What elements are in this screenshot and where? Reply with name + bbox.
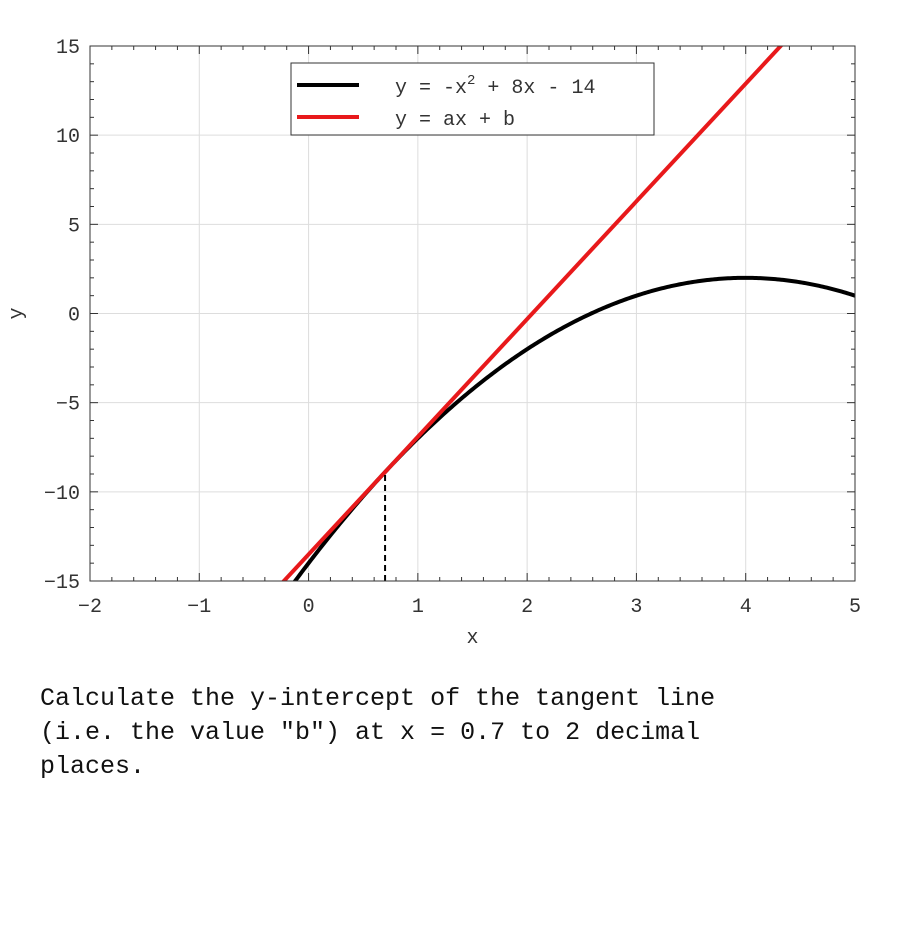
series-line-curve — [292, 275, 855, 581]
y-tick-label: −15 — [44, 572, 80, 595]
legend-box — [290, 62, 655, 136]
question-text: Calculate the y-intercept of the tangent… — [40, 684, 716, 781]
y-tick-label: 15 — [56, 37, 80, 60]
x-tick-label: 1 — [412, 596, 424, 619]
legend: y = -x2 + 8x - 14 y = ax + b — [290, 62, 655, 136]
x-tick-label: −2 — [78, 596, 102, 619]
y-tick-label: −10 — [44, 483, 80, 506]
x-tick-label: 0 — [303, 596, 315, 619]
y-tick-label: −5 — [56, 394, 80, 417]
x-tick-label: 2 — [521, 596, 533, 619]
series-layer — [281, 46, 855, 581]
y-axis-label: y — [6, 307, 29, 319]
x-tick-label: −1 — [187, 596, 211, 619]
y-tick-label: 5 — [68, 215, 80, 238]
legend-entry-label: y = ax + b — [395, 109, 515, 132]
y-tick-label: 0 — [68, 305, 80, 328]
plot-area-frame — [89, 45, 856, 582]
legend-entry-label: y = -x2 + 8x - 14 — [395, 73, 595, 100]
y-tick-label: 10 — [56, 126, 80, 149]
x-tick-label: 4 — [740, 596, 752, 619]
x-tick-label: 3 — [630, 596, 642, 619]
x-tick-label: 5 — [849, 596, 861, 619]
x-axis-label: x — [466, 627, 478, 650]
series-line-tangent — [281, 46, 784, 581]
